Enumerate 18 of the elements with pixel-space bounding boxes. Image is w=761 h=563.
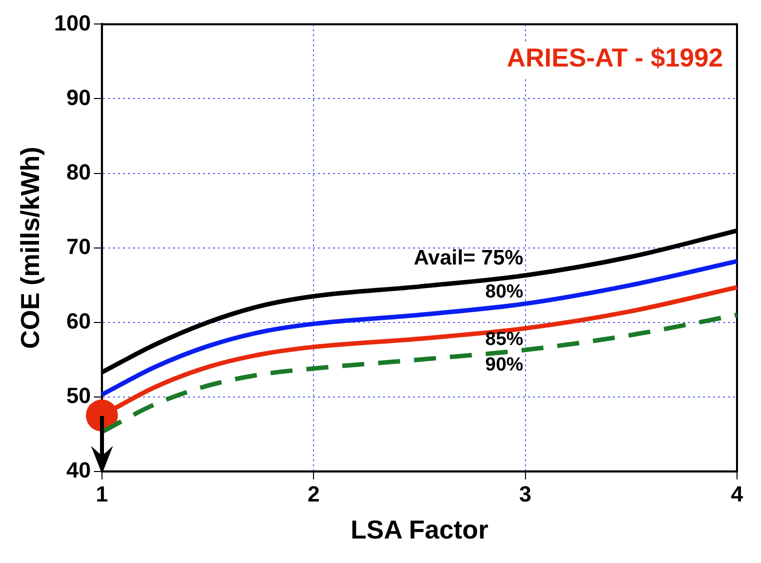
- series-label: 80%: [485, 281, 524, 302]
- y-tick-label: 80: [66, 159, 91, 184]
- text: ARIES-AT - $1992: [506, 42, 723, 72]
- series-label: 85%: [485, 329, 524, 350]
- y-tick-label: 70: [66, 234, 91, 259]
- series-label: 90%: [485, 354, 524, 376]
- x-axis-title: LSA Factor: [350, 514, 488, 545]
- y-tick-label: 100: [54, 10, 91, 36]
- y-tick-label: 90: [66, 84, 91, 110]
- y-tick-label: 60: [66, 308, 91, 334]
- series-label: Avail= 75%: [414, 246, 524, 270]
- x-tick-label: 1: [96, 482, 108, 507]
- y-axis-title: COE (mills/kWh): [14, 146, 45, 349]
- x-tick-label: 2: [307, 482, 320, 507]
- y-tick-label: 40: [66, 457, 91, 482]
- x-tick-label: 4: [730, 482, 744, 507]
- y-tick-label: 50: [66, 382, 91, 408]
- x-tick-label: 3: [519, 482, 532, 507]
